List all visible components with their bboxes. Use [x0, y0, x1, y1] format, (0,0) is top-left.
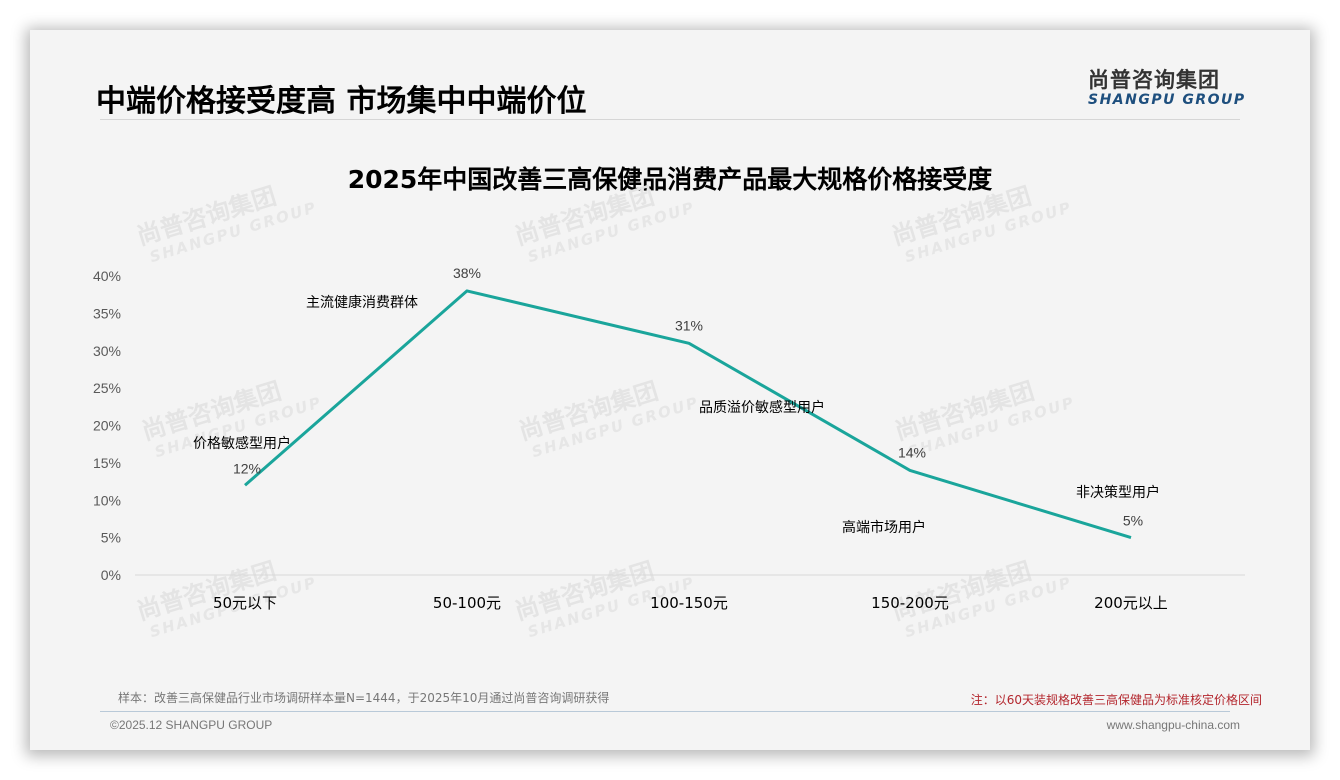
data-label: 31%: [675, 317, 703, 333]
x-tick-label: 50元以下: [213, 594, 277, 612]
segment-annotation: 非决策型用户: [1076, 484, 1160, 501]
slide: 中端价格接受度高 市场集中中端价位 尚普咨询集团 SHANGPU GROUP 2…: [30, 30, 1310, 750]
x-tick-label: 150-200元: [871, 594, 949, 612]
y-axis: 0% 5% 10% 15% 20% 25% 30% 35% 40%: [93, 268, 121, 583]
data-label: 12%: [233, 460, 261, 476]
data-label: 38%: [453, 265, 481, 281]
logo-text-en: SHANGPU GROUP: [1088, 92, 1246, 108]
x-tick-label: 100-150元: [650, 594, 728, 612]
copyright: ©2025.12 SHANGPU GROUP: [110, 718, 273, 732]
x-axis: 50元以下 50-100元 100-150元 150-200元 200元以上: [213, 594, 1168, 612]
x-tick-label: 50-100元: [433, 594, 501, 612]
y-tick-label: 0%: [101, 567, 121, 583]
segment-annotation: 高端市场用户: [842, 519, 926, 536]
y-tick-label: 20%: [93, 418, 121, 434]
y-tick-label: 30%: [93, 343, 121, 359]
sample-note: 样本：改善三高保健品行业市场调研样本量N=1444，于2025年10月通过尚普咨…: [118, 691, 610, 705]
title-divider: [100, 119, 1240, 120]
price-note: 注：以60天装规格改善三高保健品为标准核定价格区间: [970, 693, 1262, 707]
company-logo: 尚普咨询集团 SHANGPU GROUP: [1088, 64, 1246, 108]
segment-annotation: 主流健康消费群体: [306, 294, 418, 311]
chart-title: 2025年中国改善三高保健品消费产品最大规格价格接受度: [347, 165, 993, 194]
segment-annotation: 品质溢价敏感型用户: [699, 399, 825, 416]
data-label: 14%: [898, 444, 926, 460]
footer-divider: [100, 711, 1230, 712]
segment-annotation: 价格敏感型用户: [193, 435, 291, 452]
page-title: 中端价格接受度高 市场集中中端价位: [96, 84, 587, 119]
y-tick-label: 35%: [93, 305, 121, 321]
y-tick-label: 5%: [101, 530, 121, 546]
y-tick-label: 10%: [93, 492, 121, 508]
data-label: 5%: [1123, 513, 1143, 529]
logo-text-cn: 尚普咨询集团: [1088, 68, 1220, 92]
series-line: [244, 289, 1132, 540]
y-tick-label: 40%: [93, 268, 121, 284]
x-tick-label: 200元以上: [1094, 594, 1168, 612]
y-tick-label: 25%: [93, 380, 121, 396]
website-link[interactable]: www.shangpu-china.com: [1106, 718, 1240, 732]
y-tick-label: 15%: [93, 455, 121, 471]
data-labels: 12% 38% 31% 14% 5%: [233, 265, 1143, 529]
